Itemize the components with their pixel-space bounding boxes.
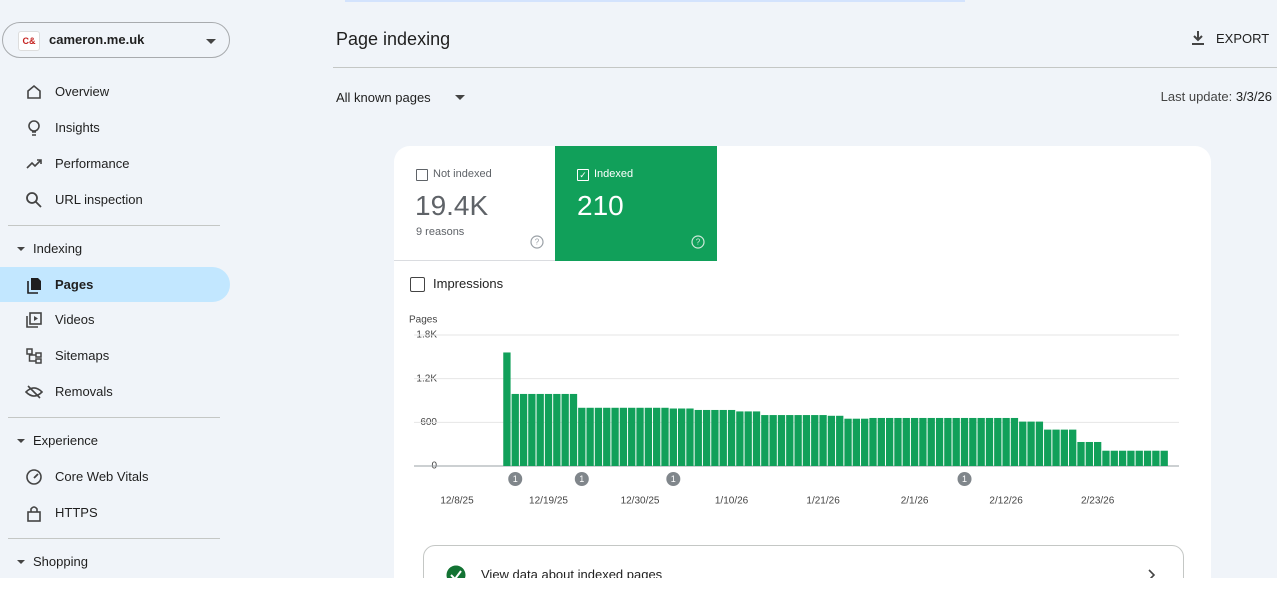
x-tick-label: 2/1/26 xyxy=(901,496,929,507)
chart: Pages 06001.2K1.8K12/8/2512/19/2512/30/2… xyxy=(0,0,1277,578)
bar xyxy=(528,394,535,466)
bar xyxy=(620,408,627,466)
bar xyxy=(545,394,552,466)
annotation-label: 1 xyxy=(962,474,967,484)
bar xyxy=(745,411,752,466)
bar xyxy=(778,415,785,466)
bar xyxy=(853,419,860,466)
bar xyxy=(819,415,826,466)
bar xyxy=(678,409,685,466)
bar xyxy=(1161,451,1168,466)
bar xyxy=(611,408,618,466)
bar xyxy=(753,411,760,466)
bar xyxy=(653,408,660,466)
bar xyxy=(844,419,851,466)
bar xyxy=(953,418,960,466)
x-tick-label: 1/21/26 xyxy=(806,496,840,507)
bar xyxy=(1111,451,1118,466)
bar xyxy=(578,408,585,466)
bar xyxy=(794,415,801,466)
app: C& cameron.me.uk Overview Insights Perfo… xyxy=(0,0,1277,578)
bar xyxy=(661,408,668,466)
bar xyxy=(570,394,577,466)
bar xyxy=(919,418,926,466)
bar xyxy=(994,418,1001,466)
y-axis-label: Pages xyxy=(409,315,437,326)
bar xyxy=(720,410,727,466)
bar xyxy=(1086,442,1093,466)
bar xyxy=(553,394,560,466)
bar xyxy=(1036,422,1043,466)
annotation-label: 1 xyxy=(579,474,584,484)
bar xyxy=(520,394,527,466)
bar xyxy=(1077,442,1084,466)
bar xyxy=(828,416,835,466)
x-tick-label: 12/30/25 xyxy=(621,496,660,507)
bar xyxy=(1044,430,1051,466)
x-tick-label: 12/8/25 xyxy=(440,496,474,507)
annotation-label: 1 xyxy=(513,474,518,484)
bar xyxy=(695,410,702,466)
bar xyxy=(878,418,885,466)
bar xyxy=(1052,430,1059,466)
bar xyxy=(1061,430,1068,466)
bar xyxy=(1144,451,1151,466)
bar xyxy=(978,418,985,466)
bar xyxy=(836,416,843,466)
bar xyxy=(1136,451,1143,466)
bar xyxy=(595,408,602,466)
bar xyxy=(811,415,818,466)
bar xyxy=(803,415,810,466)
bar xyxy=(1002,418,1009,466)
bar xyxy=(603,408,610,466)
bar xyxy=(986,418,993,466)
bar xyxy=(686,409,693,466)
bar xyxy=(1102,451,1109,466)
chevron-icon xyxy=(1142,566,1160,578)
bar xyxy=(711,410,718,466)
bar xyxy=(1027,422,1034,466)
bar xyxy=(786,415,793,466)
bar xyxy=(911,418,918,466)
bar xyxy=(1119,451,1126,466)
bar xyxy=(670,409,677,466)
bar xyxy=(636,408,643,466)
bar xyxy=(928,418,935,466)
bar xyxy=(736,411,743,466)
bar xyxy=(703,410,710,466)
link-text[interactable]: View data about indexed pages xyxy=(481,567,662,578)
bar xyxy=(503,352,510,466)
bar xyxy=(944,418,951,466)
bar xyxy=(903,418,910,466)
bar xyxy=(861,419,868,466)
bar xyxy=(1094,442,1101,466)
check-icon xyxy=(446,565,466,578)
bar xyxy=(886,418,893,466)
bar xyxy=(1011,418,1018,466)
bar xyxy=(562,394,569,466)
bar xyxy=(537,394,544,466)
bar xyxy=(1127,451,1134,466)
x-tick-label: 2/12/26 xyxy=(989,496,1023,507)
bar xyxy=(869,418,876,466)
x-tick-label: 2/23/26 xyxy=(1081,496,1115,507)
bar xyxy=(586,408,593,466)
bar xyxy=(761,415,768,466)
x-tick-label: 1/10/26 xyxy=(715,496,749,507)
bar xyxy=(770,415,777,466)
bar xyxy=(894,418,901,466)
bar xyxy=(1069,430,1076,466)
bar xyxy=(936,418,943,466)
x-tick-label: 12/19/25 xyxy=(529,496,568,507)
bar xyxy=(1019,422,1026,466)
bar xyxy=(512,394,519,466)
bar xyxy=(969,418,976,466)
bar xyxy=(961,418,968,466)
bar xyxy=(1152,451,1159,466)
annotation-label: 1 xyxy=(671,474,676,484)
bar xyxy=(645,408,652,466)
bar xyxy=(728,410,735,466)
bar xyxy=(628,408,635,466)
